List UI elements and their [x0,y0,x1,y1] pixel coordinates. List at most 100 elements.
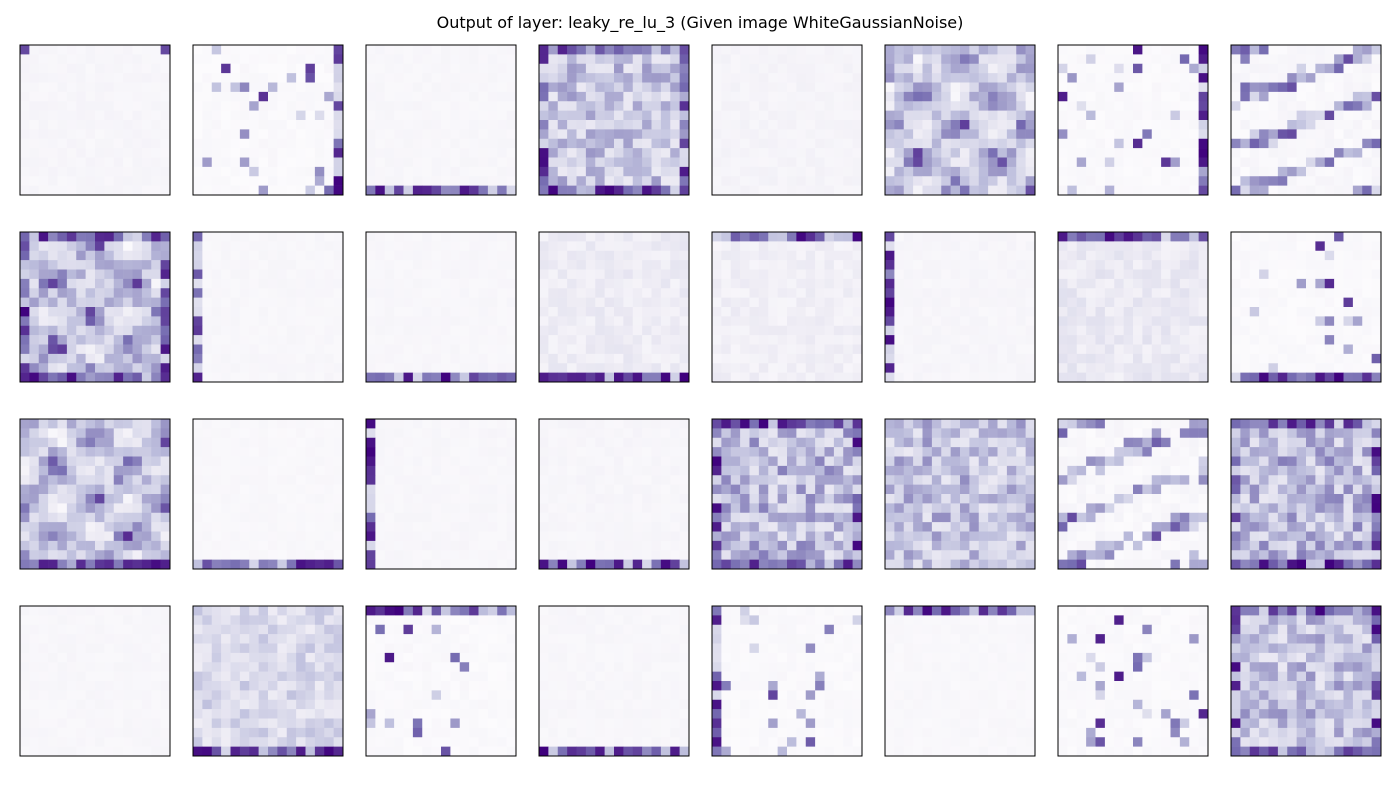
heatmap-cell [1142,120,1153,130]
heatmap-cell [1058,250,1068,261]
heatmap-cell [660,232,671,242]
heatmap-cell [1133,45,1143,55]
heatmap-cell [824,45,835,55]
heatmap-cell [1133,307,1143,317]
heatmap-cell [1296,110,1307,121]
heatmap-cell [796,166,807,177]
heatmap-cell [595,120,605,130]
heatmap-cell [268,540,278,551]
heatmap-cell [384,531,395,542]
heatmap-cell [29,531,40,542]
heatmap-cell [506,297,517,308]
heatmap-cell [1170,297,1181,308]
heatmap-cell [1198,335,1209,345]
heatmap-cell [758,260,769,270]
heatmap-cell [1371,120,1382,130]
heatmap-cell [623,260,634,270]
heatmap-cell [450,465,461,476]
heatmap-cell [843,63,853,74]
heatmap-cell [1315,325,1326,336]
heatmap-cell [1123,45,1134,55]
heatmap-cell [384,91,395,102]
heatmap-cell [113,325,124,336]
heatmap-cell [151,157,161,168]
heatmap-cell [1343,316,1354,327]
heatmap-cell [1076,110,1087,121]
heatmap-cell [1114,260,1124,270]
heatmap-cell [95,176,105,186]
heatmap-cell [1104,166,1115,177]
heatmap-cell [431,63,442,74]
heatmap-cell [202,129,213,140]
heatmap-cell [296,166,306,177]
heatmap-cell [730,45,741,55]
heatmap-cell [1343,82,1354,93]
heatmap-cell [1324,73,1335,83]
heatmap-cell [1198,344,1209,355]
heatmap-cell [1114,63,1124,74]
heatmap-cell [394,363,404,373]
heatmap-cell [1114,138,1124,149]
heatmap-cell [679,63,690,74]
heatmap-cell [787,353,797,364]
heatmap-cell [843,344,853,355]
heatmap-cell [978,344,989,355]
heatmap-cell [193,512,203,523]
heatmap-cell [960,129,970,140]
heatmap-cell [1179,120,1190,130]
heatmap-cell [1287,307,1297,317]
heatmap-cell [123,241,133,252]
heatmap-cell [314,176,325,186]
heatmap-cell [305,185,316,196]
heatmap-cell [305,241,316,252]
heatmap-cell [1240,138,1251,149]
heatmap-cell [922,110,933,121]
heatmap-cell [450,241,461,252]
heatmap-cell [57,550,68,560]
heatmap-cell [431,288,442,298]
heatmap-cell [76,138,86,149]
heatmap-cell [57,241,68,252]
heatmap-cell [1161,260,1171,270]
heatmap-cell [277,278,288,289]
heatmap-cell [384,269,395,280]
heatmap-cell [20,185,30,196]
heatmap-cell [113,465,124,476]
heatmap-cell [712,101,722,111]
heatmap-cell [1268,335,1279,345]
heatmap-cell [614,419,624,429]
heatmap-cell [324,82,334,93]
heatmap-cell [796,45,807,55]
heatmap-cell [557,465,568,476]
heatmap-cell [239,512,250,523]
heatmap-cell [57,484,68,495]
heatmap-cell [567,297,577,308]
heatmap-cell [796,241,807,252]
heatmap-cell [95,522,105,532]
heatmap-cell [1058,45,1068,55]
heatmap-cell [506,101,517,111]
heatmap-cell [459,475,470,485]
heatmap-cell [258,82,269,93]
heatmap-cell [997,148,1008,158]
heatmap-cell [843,307,853,317]
heatmap-cell [1076,138,1087,149]
heatmap-cell [141,176,152,186]
heatmap-cell [66,297,77,308]
heatmap-cell [85,260,96,270]
heatmap-cell [132,73,143,83]
heatmap-cell [997,138,1008,149]
heatmap-cell [1095,45,1106,55]
heatmap-cell [1086,138,1096,149]
heatmap-cell [57,45,68,55]
heatmap-cell [1287,138,1297,149]
heatmap-cell [296,185,306,196]
heatmap-cell [48,288,58,298]
heatmap-cell [833,278,844,289]
heatmap-cell [1296,176,1307,186]
heatmap-cell [1287,45,1297,55]
heatmap-cell [1343,176,1354,186]
heatmap-cell [412,297,423,308]
heatmap-cell [450,494,461,504]
heatmap-cell [548,166,559,177]
